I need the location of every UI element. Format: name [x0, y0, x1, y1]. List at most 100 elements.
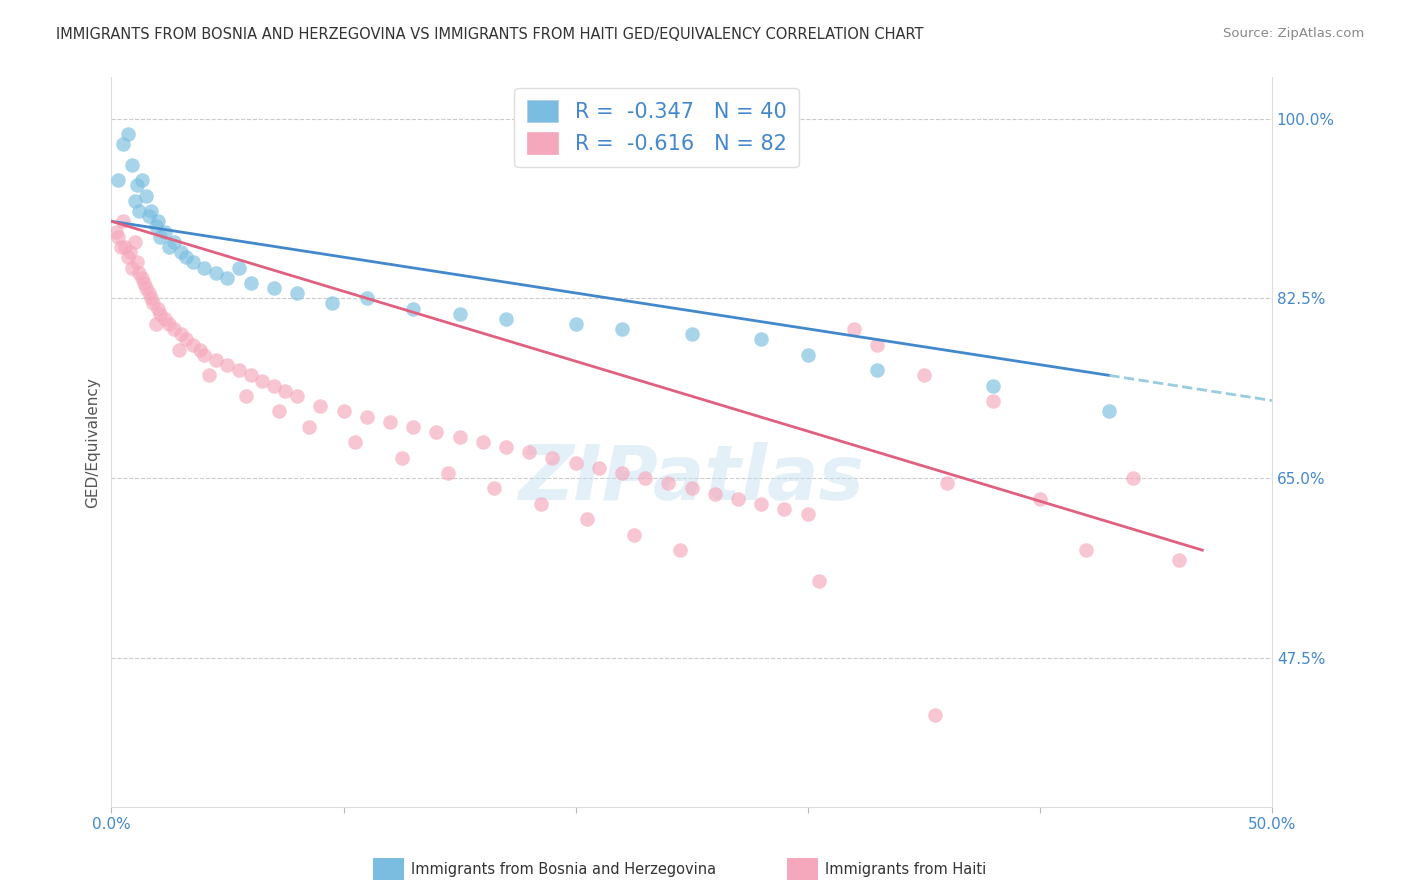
Point — [1122, 471, 1144, 485]
Point — [135, 281, 157, 295]
Point — [163, 235, 186, 249]
Point — [239, 276, 262, 290]
Point — [121, 158, 143, 172]
Point — [749, 497, 772, 511]
Point — [936, 476, 959, 491]
Point — [105, 225, 128, 239]
Point — [517, 445, 540, 459]
Point — [193, 260, 215, 275]
Text: Immigrants from Bosnia and Herzegovina: Immigrants from Bosnia and Herzegovina — [411, 863, 716, 877]
Point — [117, 127, 139, 141]
Point — [145, 317, 167, 331]
Point — [703, 486, 725, 500]
Point — [402, 419, 425, 434]
Point — [564, 317, 586, 331]
Point — [749, 333, 772, 347]
Point — [623, 527, 645, 541]
Point — [111, 137, 134, 152]
Point — [205, 353, 228, 368]
Point — [773, 502, 796, 516]
Point — [181, 255, 204, 269]
Point — [121, 260, 143, 275]
Point — [159, 240, 181, 254]
Point — [669, 543, 692, 558]
Point — [471, 435, 494, 450]
Point — [138, 286, 160, 301]
Point — [167, 343, 190, 357]
Point — [193, 348, 215, 362]
Legend: R =  -0.347   N = 40, R =  -0.616   N = 82: R = -0.347 N = 40, R = -0.616 N = 82 — [515, 87, 799, 167]
Point — [449, 430, 471, 444]
Point — [402, 301, 425, 316]
Point — [142, 296, 165, 310]
Point — [1098, 404, 1121, 418]
Point — [808, 574, 831, 588]
Point — [449, 307, 471, 321]
Point — [681, 482, 703, 496]
Point — [131, 270, 153, 285]
Point — [912, 368, 935, 383]
Point — [139, 291, 162, 305]
Point — [174, 333, 197, 347]
Point — [796, 348, 818, 362]
Point — [188, 343, 211, 357]
Point — [391, 450, 413, 465]
Point — [198, 368, 221, 383]
Point — [437, 466, 460, 480]
Point — [131, 173, 153, 187]
Point — [124, 194, 146, 208]
Y-axis label: GED/Equivalency: GED/Equivalency — [86, 376, 100, 508]
Point — [228, 363, 250, 377]
Text: Source: ZipAtlas.com: Source: ZipAtlas.com — [1223, 27, 1364, 40]
Point — [181, 337, 204, 351]
Point — [107, 173, 129, 187]
Point — [983, 394, 1005, 409]
Point — [263, 378, 285, 392]
Point — [132, 276, 155, 290]
Point — [425, 425, 447, 439]
Point — [153, 312, 176, 326]
Point — [235, 389, 257, 403]
Point — [111, 214, 134, 228]
Point — [163, 322, 186, 336]
Point — [588, 461, 610, 475]
Point — [149, 229, 172, 244]
Point — [110, 240, 132, 254]
Point — [332, 404, 354, 418]
Point — [114, 240, 136, 254]
Point — [159, 317, 181, 331]
Point — [107, 229, 129, 244]
Point — [924, 707, 946, 722]
Point — [1076, 543, 1098, 558]
Point — [1168, 553, 1191, 567]
Point — [274, 384, 297, 398]
Point — [309, 399, 332, 413]
Point — [285, 389, 308, 403]
Point — [128, 204, 150, 219]
Point — [139, 204, 162, 219]
Point — [118, 245, 141, 260]
Point — [285, 286, 308, 301]
Text: ZIPatlas: ZIPatlas — [519, 442, 865, 516]
Point — [681, 327, 703, 342]
Point — [530, 497, 553, 511]
Point — [252, 374, 274, 388]
Point — [170, 245, 193, 260]
Point — [634, 471, 657, 485]
Point — [356, 291, 378, 305]
Point — [228, 260, 250, 275]
Text: IMMIGRANTS FROM BOSNIA AND HERZEGOVINA VS IMMIGRANTS FROM HAITI GED/EQUIVALENCY : IMMIGRANTS FROM BOSNIA AND HERZEGOVINA V… — [56, 27, 924, 42]
Point — [610, 466, 633, 480]
Point — [135, 188, 157, 202]
Point — [117, 250, 139, 264]
Point — [983, 378, 1005, 392]
Point — [267, 404, 290, 418]
Point — [495, 312, 517, 326]
Point — [727, 491, 749, 506]
Point — [174, 250, 197, 264]
Point — [657, 476, 679, 491]
Text: Immigrants from Haiti: Immigrants from Haiti — [825, 863, 987, 877]
Point — [495, 441, 517, 455]
Point — [170, 327, 193, 342]
Point — [564, 456, 586, 470]
